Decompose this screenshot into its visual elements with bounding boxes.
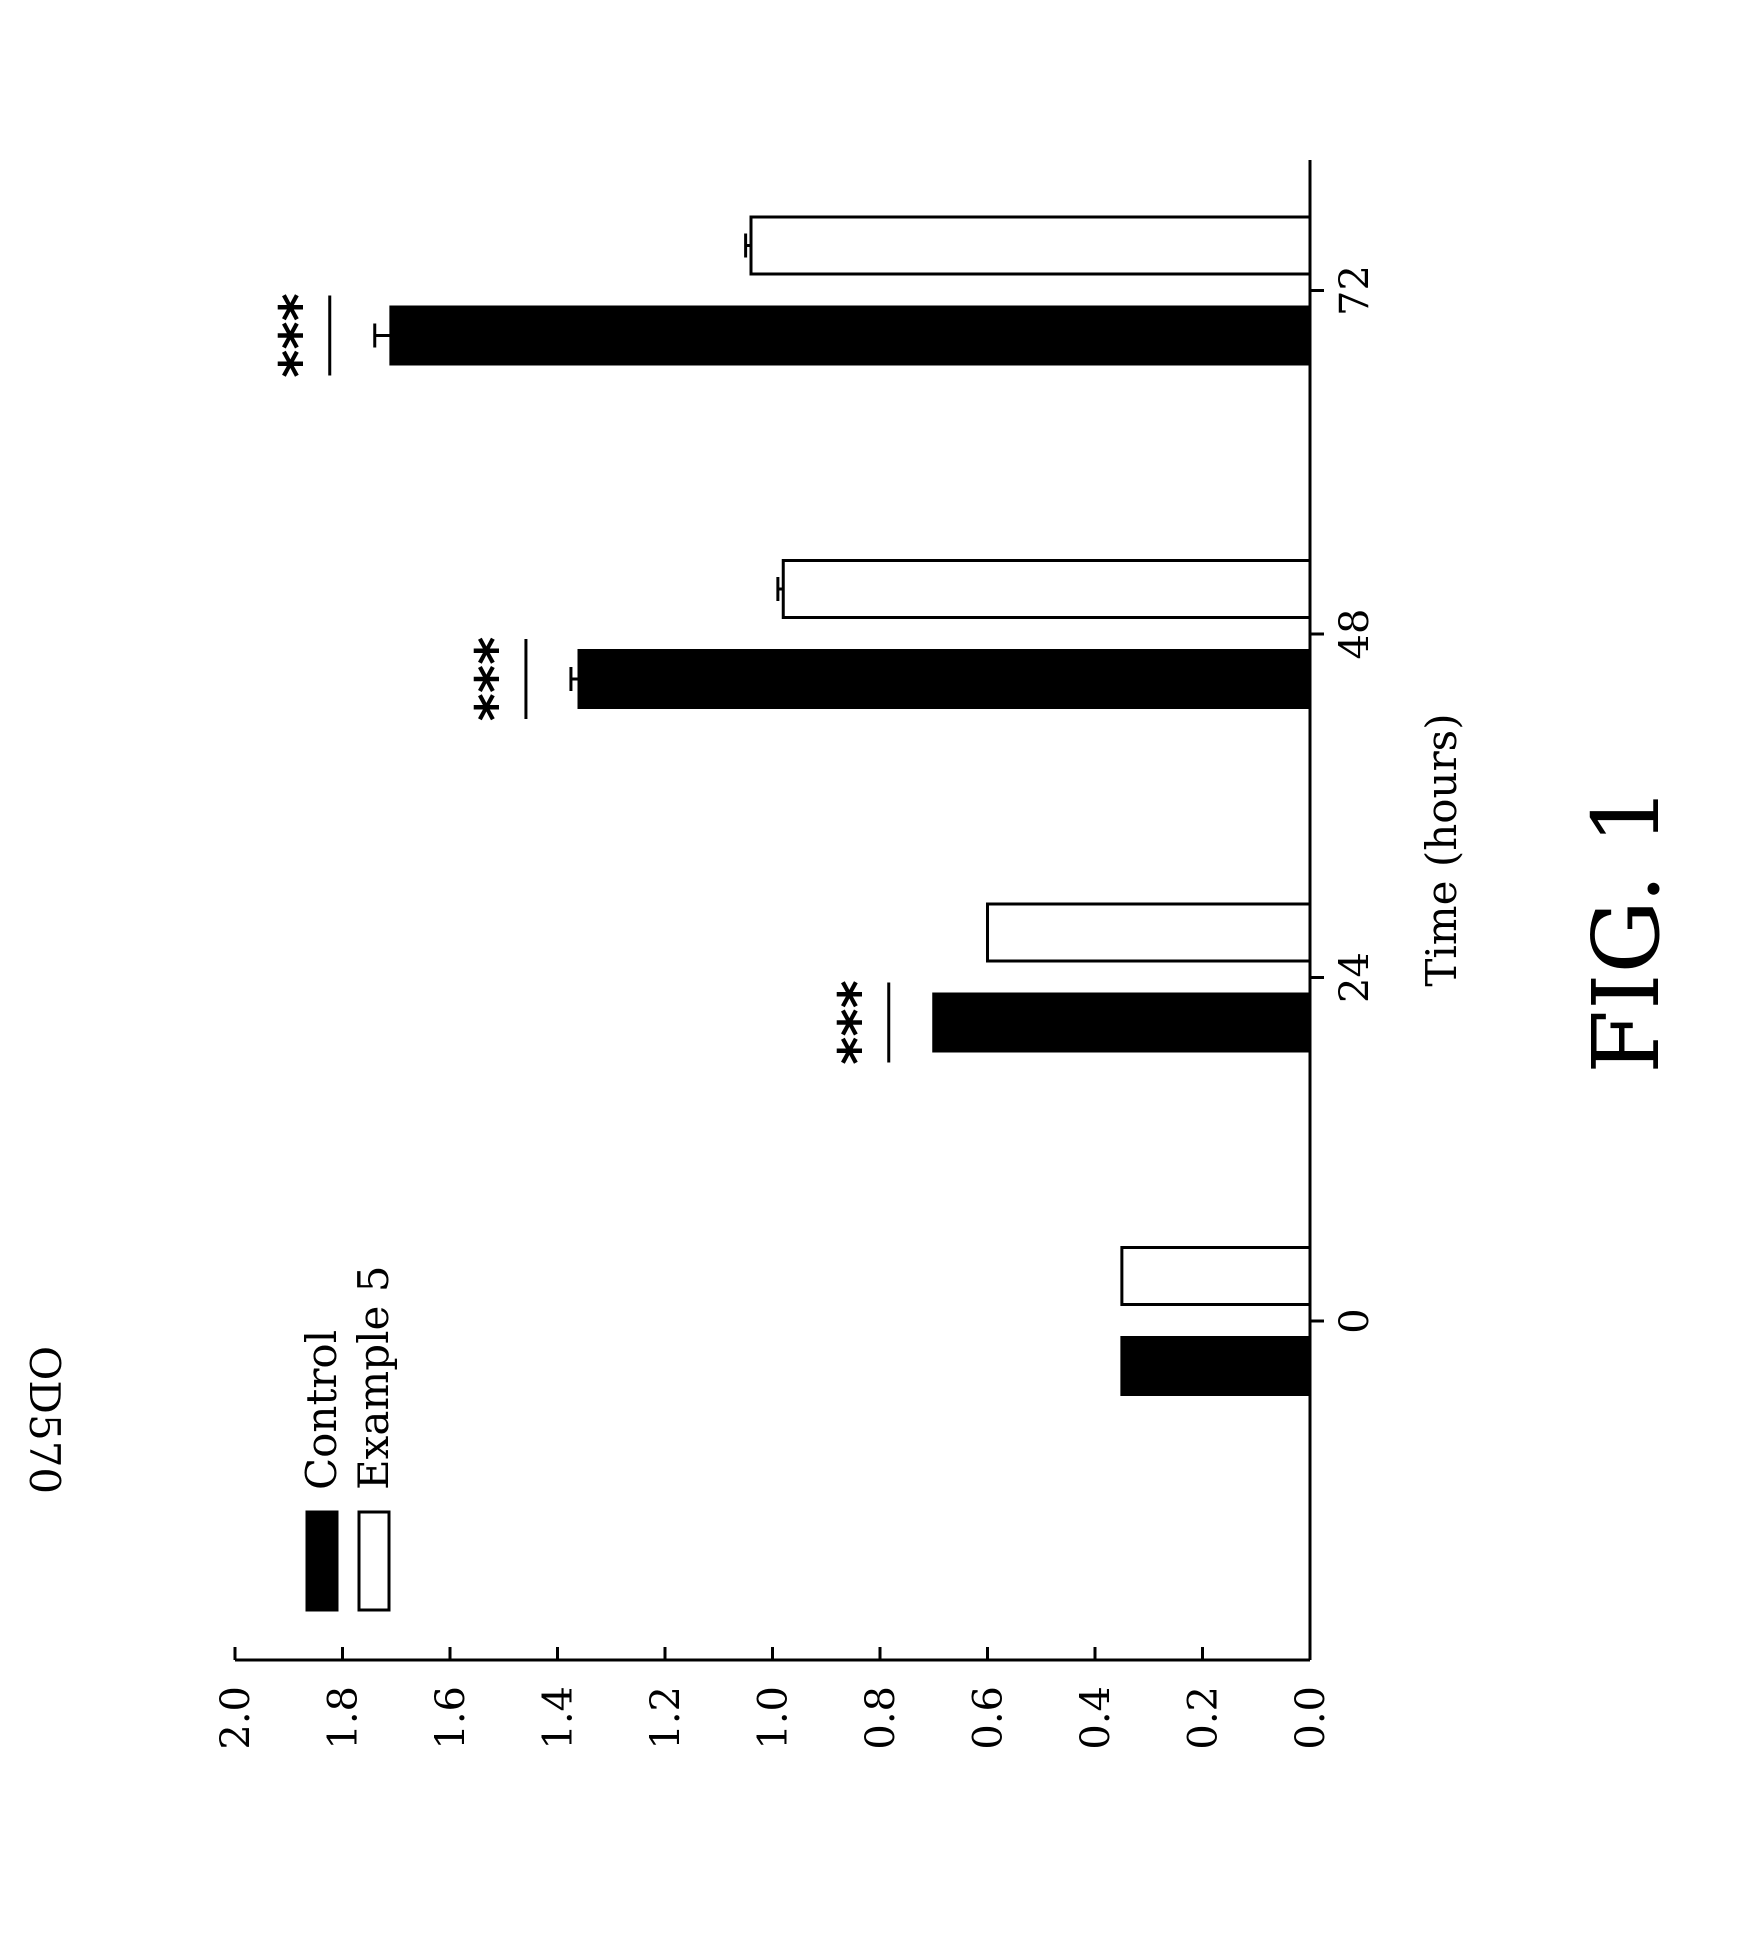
bar-example-5-72 [751,217,1310,274]
bar-example-5-48 [783,561,1310,618]
x-tick-label: 72 [1332,265,1378,316]
significance-marker: *** [827,980,890,1065]
x-tick-label: 48 [1332,609,1378,660]
y-axis-title: OD570 [20,1346,69,1494]
legend-swatch-example-5 [359,1512,389,1610]
x-tick-label: 24 [1332,952,1378,1003]
figure-label: FIG. 1 [1573,786,1680,1073]
y-tick-label: 1.2 [643,1686,689,1750]
bar-control-24 [934,994,1310,1051]
y-tick-label: 0.0 [1288,1686,1334,1750]
y-tick-label: 0.4 [1073,1686,1119,1750]
y-tick-label: 0.6 [966,1686,1012,1750]
y-tick-label: 2.0 [213,1686,259,1750]
y-tick-label: 0.8 [858,1686,904,1750]
y-tick-label: 1.8 [321,1686,367,1750]
plot-area: 0.0 0.2 0.4 0.6 0.8 1.0 1.2 1.4 1.6 1.8 2.0 0 24 48 72… [20,160,1466,1750]
x-axis-title: Time (hours) [1417,713,1466,986]
x-tick-label: 0 [1332,1308,1378,1333]
significance-marker: *** [268,293,331,378]
legend-swatch-control [307,1512,337,1610]
y-tick-label: 1.4 [536,1686,582,1750]
bar-example-5-24 [988,904,1311,961]
bars-layer [307,217,1310,1610]
legend-label-example-5: Example 5 [349,1266,398,1490]
y-tick-label: 0.2 [1181,1686,1227,1750]
bar-control-72 [391,307,1310,364]
bar-control-0 [1122,1338,1310,1395]
y-tick-label: 1.6 [428,1686,474,1750]
y-tick-label: 1.0 [751,1686,797,1750]
bar-control-48 [579,651,1310,708]
significance-marker: *** [464,637,527,722]
legend-label-control: Control [297,1330,346,1490]
bar-example-5-0 [1122,1248,1310,1305]
